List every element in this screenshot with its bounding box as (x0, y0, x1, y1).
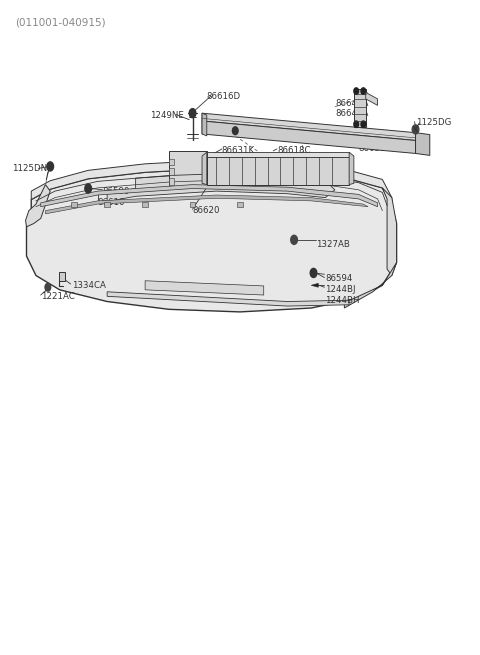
Text: (011001-040915): (011001-040915) (14, 17, 105, 27)
Text: 86594: 86594 (325, 274, 353, 284)
Polygon shape (107, 173, 335, 202)
Text: 1327AB: 1327AB (316, 240, 350, 249)
Text: 86590: 86590 (102, 187, 130, 196)
Polygon shape (26, 168, 396, 312)
Circle shape (189, 109, 196, 118)
Polygon shape (202, 121, 416, 153)
Circle shape (354, 121, 359, 128)
Text: 86631K: 86631K (221, 145, 254, 155)
Polygon shape (354, 88, 366, 128)
Text: 86616D: 86616D (207, 92, 241, 102)
Polygon shape (344, 263, 396, 308)
FancyBboxPatch shape (71, 202, 77, 207)
Text: 86641A: 86641A (335, 99, 368, 108)
Polygon shape (207, 152, 349, 157)
Text: 1221AC: 1221AC (41, 292, 74, 301)
Polygon shape (31, 160, 392, 206)
Polygon shape (416, 133, 430, 155)
Polygon shape (202, 113, 207, 136)
Circle shape (310, 269, 317, 278)
Text: 1125DN: 1125DN (12, 164, 48, 173)
Polygon shape (202, 152, 207, 185)
FancyBboxPatch shape (142, 202, 148, 207)
Circle shape (354, 88, 359, 94)
Circle shape (361, 88, 366, 94)
Text: 86620: 86620 (192, 206, 220, 215)
Polygon shape (46, 195, 368, 214)
Circle shape (361, 121, 366, 128)
Circle shape (85, 184, 92, 193)
Circle shape (291, 235, 298, 244)
Text: 86610: 86610 (97, 198, 125, 207)
Polygon shape (169, 159, 174, 165)
Polygon shape (169, 178, 174, 185)
FancyBboxPatch shape (190, 202, 195, 207)
Circle shape (412, 125, 419, 134)
Polygon shape (107, 291, 349, 306)
Text: 86642A: 86642A (335, 109, 368, 118)
Text: 1249NE: 1249NE (150, 111, 184, 121)
Circle shape (232, 127, 238, 135)
Polygon shape (169, 168, 174, 175)
Circle shape (45, 284, 51, 291)
FancyBboxPatch shape (104, 202, 110, 207)
Polygon shape (349, 152, 354, 185)
Text: 1339CD: 1339CD (238, 132, 272, 140)
Circle shape (47, 162, 54, 171)
Text: 86630: 86630 (359, 143, 386, 153)
Polygon shape (383, 188, 396, 276)
FancyBboxPatch shape (59, 272, 65, 282)
Text: 86618C: 86618C (277, 145, 311, 155)
Polygon shape (202, 113, 416, 140)
FancyBboxPatch shape (237, 202, 243, 207)
Polygon shape (169, 151, 207, 186)
Polygon shape (207, 157, 349, 185)
Text: 1244BJ: 1244BJ (325, 286, 356, 294)
Polygon shape (25, 185, 50, 227)
Polygon shape (41, 185, 378, 207)
Polygon shape (366, 92, 378, 105)
Text: 1125DG: 1125DG (416, 119, 451, 128)
Text: 1244BH: 1244BH (325, 295, 360, 305)
Polygon shape (145, 281, 264, 295)
Text: 1334CA: 1334CA (72, 281, 106, 290)
Polygon shape (311, 284, 318, 288)
